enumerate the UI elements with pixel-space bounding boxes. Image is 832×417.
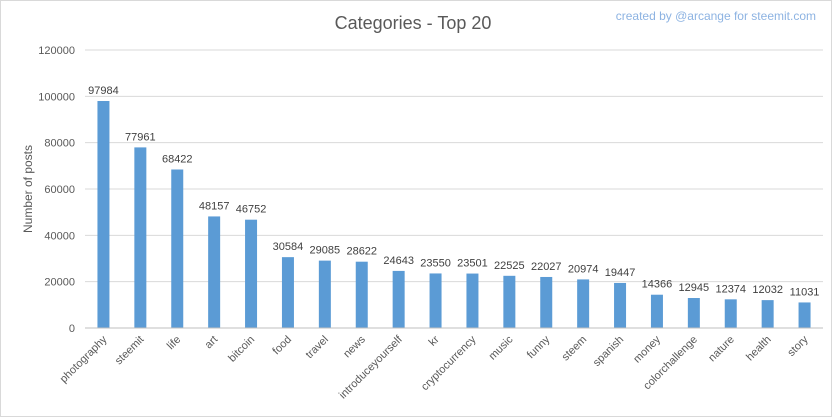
data-label: 97984 bbox=[88, 85, 119, 97]
data-label: 30584 bbox=[273, 241, 304, 253]
bar-story bbox=[798, 302, 811, 328]
bar-nature bbox=[724, 299, 737, 328]
y-axis-label: Number of posts bbox=[21, 145, 35, 233]
data-label: 24643 bbox=[383, 255, 414, 267]
data-labels: 97984 77961 68422 48157 46752 30584 29085 28622… bbox=[88, 85, 819, 298]
x-tick-label: food bbox=[270, 334, 294, 358]
x-tick-label: spanish bbox=[591, 334, 626, 369]
x-tick-label: life bbox=[165, 334, 183, 352]
gridlines bbox=[85, 49, 823, 283]
chart-credit: created by @arcange for steemit.com bbox=[616, 9, 816, 23]
data-label: 20974 bbox=[568, 263, 599, 275]
x-tick-label: bitcoin bbox=[226, 334, 257, 365]
data-label: 29085 bbox=[310, 245, 341, 257]
bar-life bbox=[171, 169, 184, 328]
data-label: 12032 bbox=[752, 284, 783, 296]
y-axis-ticks: 0 20000 40000 60000 80000 100000 120000 bbox=[38, 45, 75, 335]
y-tick-label: 120000 bbox=[38, 45, 75, 57]
bar-food bbox=[281, 257, 294, 328]
bar-spanish bbox=[614, 282, 627, 328]
y-tick-label: 0 bbox=[69, 323, 75, 335]
bar-music bbox=[503, 275, 516, 328]
x-tick-label: art bbox=[203, 334, 221, 352]
bars bbox=[97, 101, 811, 329]
data-label: 48157 bbox=[199, 200, 230, 212]
x-tick-label: photography bbox=[58, 333, 110, 385]
data-label: 19447 bbox=[605, 267, 636, 279]
data-label: 23550 bbox=[420, 257, 451, 269]
y-tick-label: 80000 bbox=[44, 138, 75, 150]
x-tick-label: kr bbox=[427, 333, 442, 348]
bar-art bbox=[208, 216, 221, 328]
x-tick-label: introduceyourself bbox=[337, 333, 405, 401]
data-label: 46752 bbox=[236, 204, 267, 216]
data-label: 12374 bbox=[715, 283, 746, 295]
data-label: 22525 bbox=[494, 260, 525, 272]
bar-cryptocurrency bbox=[466, 273, 479, 328]
bar-colorchallenge bbox=[687, 298, 700, 328]
chart-title: Categories - Top 20 bbox=[335, 13, 492, 33]
bar-bitcoin bbox=[245, 219, 258, 328]
data-label: 12945 bbox=[679, 282, 710, 294]
bar-steem bbox=[577, 279, 590, 328]
x-tick-label: health bbox=[744, 334, 774, 364]
bar-steemit bbox=[134, 147, 147, 328]
x-axis-ticks: photography steemit life art bitcoin food trav… bbox=[58, 333, 811, 401]
bar-travel bbox=[318, 260, 331, 328]
x-tick-label: nature bbox=[706, 334, 737, 365]
bar-news bbox=[355, 261, 368, 328]
data-label: 23501 bbox=[457, 258, 488, 270]
x-tick-label: news bbox=[341, 333, 368, 360]
bar-kr bbox=[429, 273, 442, 328]
data-label: 77961 bbox=[125, 131, 156, 143]
x-tick-label: story bbox=[785, 333, 811, 359]
x-tick-label: money bbox=[631, 333, 663, 365]
data-label: 11031 bbox=[790, 286, 820, 298]
x-tick-label: music bbox=[487, 333, 516, 362]
data-label: 14366 bbox=[642, 279, 673, 291]
y-tick-label: 40000 bbox=[44, 230, 75, 242]
bar-photography bbox=[97, 101, 110, 329]
bar-health bbox=[761, 300, 774, 328]
y-tick-label: 60000 bbox=[44, 184, 75, 196]
bar-funny bbox=[540, 276, 553, 328]
data-label: 22027 bbox=[531, 261, 562, 273]
bar-money bbox=[650, 294, 663, 328]
y-tick-label: 100000 bbox=[38, 91, 75, 103]
x-tick-label: funny bbox=[525, 333, 553, 361]
data-label: 68422 bbox=[162, 153, 193, 165]
x-tick-label: steemit bbox=[113, 334, 147, 368]
x-tick-label: steem bbox=[560, 334, 590, 364]
bar-introduceyourself bbox=[392, 270, 405, 328]
x-tick-label: travel bbox=[303, 334, 331, 362]
y-tick-label: 20000 bbox=[44, 277, 75, 289]
data-label: 28622 bbox=[346, 246, 377, 258]
